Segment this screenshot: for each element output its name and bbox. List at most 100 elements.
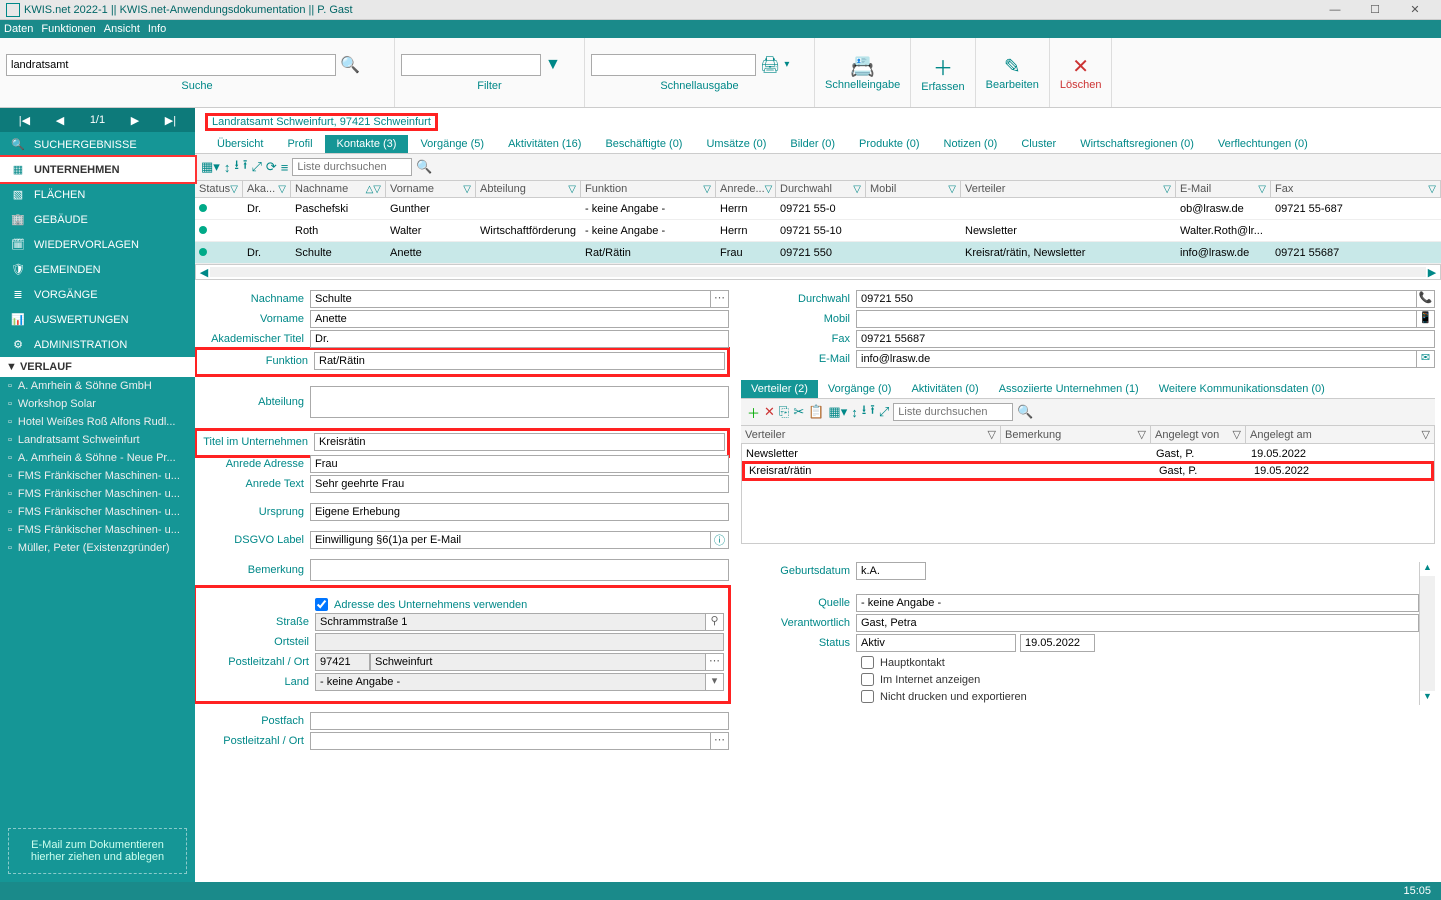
input-funktion[interactable] bbox=[314, 352, 725, 370]
list-icon[interactable]: ≡ bbox=[281, 160, 289, 175]
input-verantwortlich[interactable] bbox=[856, 614, 1419, 632]
search-icon[interactable]: 🔍 bbox=[340, 55, 360, 75]
sub-import-icon[interactable]: ⭱ bbox=[870, 401, 875, 423]
input-titel[interactable] bbox=[314, 433, 725, 451]
input-nachname[interactable] bbox=[310, 290, 711, 308]
chk-adresse-unternehmen[interactable] bbox=[315, 598, 328, 611]
mail-icon[interactable]: ✉ bbox=[1417, 350, 1435, 368]
close-button[interactable]: ✕ bbox=[1395, 3, 1435, 16]
tab[interactable]: Profil bbox=[275, 135, 324, 153]
nav-prev[interactable]: ◀ bbox=[56, 114, 64, 127]
map-strasse-icon[interactable]: ⚲ bbox=[706, 613, 724, 631]
subfilter-verteiler-icon[interactable]: ▽ bbox=[988, 428, 996, 441]
input-akad[interactable] bbox=[310, 330, 729, 348]
sub-columns-icon[interactable]: ▦▾ bbox=[828, 404, 847, 420]
input-status-date[interactable] bbox=[1020, 634, 1095, 652]
subtab[interactable]: Assoziierte Unternehmen (1) bbox=[989, 380, 1149, 398]
input-mobil[interactable] bbox=[856, 310, 1417, 328]
more-plzort2-icon[interactable]: ⋯ bbox=[711, 732, 729, 750]
input-quelle[interactable] bbox=[856, 594, 1419, 612]
filter-abteilung-icon[interactable]: ▽ bbox=[568, 184, 576, 195]
filter-fax-icon[interactable]: ▽ bbox=[1428, 184, 1436, 195]
col-vorname[interactable]: Vorname bbox=[390, 183, 434, 195]
sidebar-item-gemeinden[interactable]: 🛡GEMEINDEN bbox=[0, 257, 195, 282]
subcol-angelegtvon[interactable]: Angelegt von bbox=[1155, 429, 1219, 441]
input-anrede-adresse[interactable] bbox=[310, 455, 729, 473]
col-fax[interactable]: Fax bbox=[1275, 183, 1293, 195]
subgrid-search-icon[interactable]: 🔍 bbox=[1017, 404, 1033, 420]
tab[interactable]: Cluster bbox=[1009, 135, 1068, 153]
history-item[interactable]: ▫Landratsamt Schweinfurt bbox=[0, 431, 195, 449]
col-abteilung[interactable]: Abteilung bbox=[480, 183, 526, 195]
col-verteiler[interactable]: Verteiler bbox=[965, 183, 1005, 195]
grid-search-input[interactable] bbox=[292, 158, 412, 176]
filter-vorname-icon[interactable]: ▽ bbox=[463, 184, 471, 195]
sidebar-item-auswertungen[interactable]: 📊AUSWERTUNGEN bbox=[0, 307, 195, 332]
history-item[interactable]: ▫Hotel Weißes Roß Alfons Rudl... bbox=[0, 413, 195, 431]
col-aka[interactable]: Aka... bbox=[247, 183, 275, 195]
email-dropzone[interactable]: E-Mail zum Dokumentieren hierher ziehen … bbox=[8, 828, 187, 874]
filter-funktion-icon[interactable]: ▽ bbox=[703, 184, 711, 195]
tab[interactable]: Aktivitäten (16) bbox=[496, 135, 593, 153]
col-email[interactable]: E-Mail bbox=[1180, 183, 1211, 195]
sub-export-icon[interactable]: ⭳ bbox=[862, 401, 867, 423]
tab[interactable]: Kontakte (3) bbox=[325, 135, 409, 153]
col-anrede[interactable]: Anrede... bbox=[720, 183, 765, 195]
sidebar-item-flaechen[interactable]: ▧FLÄCHEN bbox=[0, 182, 195, 207]
tab[interactable]: Übersicht bbox=[205, 135, 275, 153]
history-item[interactable]: ▫A. Amrhein & Söhne - Neue Pr... bbox=[0, 449, 195, 467]
table-row[interactable]: Dr.SchulteAnetteRat/RätinFrau09721 550Kr… bbox=[195, 242, 1441, 264]
sub-expand-icon[interactable]: ⤢ bbox=[879, 404, 889, 420]
history-item[interactable]: ▫Müller, Peter (Existenzgründer) bbox=[0, 539, 195, 557]
sidebar-item-wiedervorlagen[interactable]: 🗓WIEDERVORLAGEN bbox=[0, 232, 195, 257]
input-anrede-text[interactable] bbox=[310, 475, 729, 493]
subfilter-angelegtam-icon[interactable]: ▽ bbox=[1422, 428, 1430, 441]
tab[interactable]: Vorgänge (5) bbox=[408, 135, 496, 153]
detail-vscroll[interactable]: ▲▼ bbox=[1419, 562, 1435, 705]
bearbeiten-button[interactable]: ✎ Bearbeiten bbox=[976, 38, 1050, 107]
input-dsgvo[interactable] bbox=[310, 531, 711, 549]
history-item[interactable]: ▫FMS Fränkischer Maschinen- u... bbox=[0, 521, 195, 539]
info-dsgvo-icon[interactable]: ⓘ bbox=[711, 531, 729, 549]
menu-ansicht[interactable]: Ansicht bbox=[104, 23, 140, 35]
filter-verteiler-icon[interactable]: ▽ bbox=[1163, 184, 1171, 195]
input-vorname[interactable] bbox=[310, 310, 729, 328]
menu-daten[interactable]: Daten bbox=[4, 23, 33, 35]
history-item[interactable]: ▫A. Amrhein & Söhne GmbH bbox=[0, 377, 195, 395]
grid-search-icon[interactable]: 🔍 bbox=[416, 159, 432, 175]
tab[interactable]: Notizen (0) bbox=[932, 135, 1010, 153]
col-nachname[interactable]: Nachname bbox=[295, 183, 348, 195]
sub-copy-icon[interactable]: ⎘ bbox=[779, 404, 789, 420]
more-ort-icon[interactable]: ⋯ bbox=[706, 653, 724, 671]
chk-internet[interactable] bbox=[861, 673, 874, 686]
col-mobil[interactable]: Mobil bbox=[870, 183, 896, 195]
quickin-button[interactable]: 📇 Schnelleingabe bbox=[815, 38, 911, 107]
sub-cut-icon[interactable]: ✂ bbox=[793, 404, 804, 420]
input-bemerkung[interactable] bbox=[310, 559, 729, 581]
subcol-verteiler[interactable]: Verteiler bbox=[745, 429, 785, 441]
filter-anrede-icon[interactable]: ▽ bbox=[765, 184, 773, 195]
col-funktion[interactable]: Funktion bbox=[585, 183, 627, 195]
print-icon[interactable]: 🖨 bbox=[760, 55, 780, 75]
filter-icon[interactable]: ▼ bbox=[545, 56, 561, 74]
input-email[interactable] bbox=[856, 350, 1417, 368]
sub-add-icon[interactable]: ＋ bbox=[747, 403, 760, 422]
col-status[interactable]: Status bbox=[199, 183, 230, 195]
menu-info[interactable]: Info bbox=[148, 23, 166, 35]
subcol-bemerkung[interactable]: Bemerkung bbox=[1005, 429, 1061, 441]
erfassen-button[interactable]: ＋ Erfassen bbox=[911, 38, 975, 107]
history-item[interactable]: ▫FMS Fränkischer Maschinen- u... bbox=[0, 503, 195, 521]
filter-input[interactable] bbox=[401, 54, 541, 76]
filter-durchwahl-icon[interactable]: ▽ bbox=[853, 184, 861, 195]
sub-paste-icon[interactable]: 📋 bbox=[808, 404, 824, 420]
subgrid-search-input[interactable] bbox=[893, 403, 1013, 421]
columns-icon[interactable]: ▦▾ bbox=[201, 159, 220, 175]
input-ursprung[interactable] bbox=[310, 503, 729, 521]
quickout-input[interactable] bbox=[591, 54, 756, 76]
phone-icon[interactable]: 📞 bbox=[1417, 290, 1435, 308]
table-row[interactable]: Dr.PaschefskiGunther- keine Angabe -Herr… bbox=[195, 198, 1441, 220]
maximize-button[interactable]: ☐ bbox=[1355, 3, 1395, 16]
refresh-icon[interactable]: ⟳ bbox=[266, 159, 277, 175]
sidebar-item-gebaeude[interactable]: 🏢GEBÄUDE bbox=[0, 207, 195, 232]
minimize-button[interactable]: — bbox=[1315, 4, 1355, 16]
